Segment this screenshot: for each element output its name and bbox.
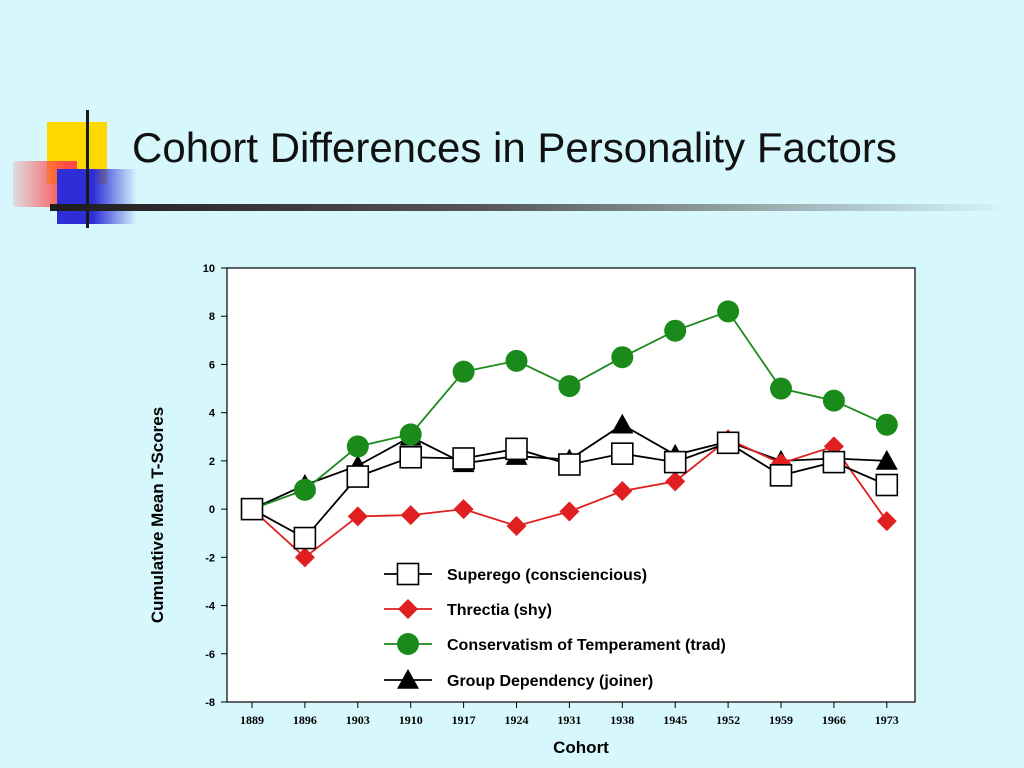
legend-threctia-marker bbox=[398, 599, 418, 619]
slide-title: Cohort Differences in Personality Factor… bbox=[132, 124, 897, 171]
superego-point bbox=[346, 465, 370, 488]
conservatism-point bbox=[717, 300, 740, 323]
legend: Superego (consciencious) Threctia (shy) Co… bbox=[384, 562, 726, 690]
x-tick-label: 1903 bbox=[346, 713, 370, 727]
y-tick-label: -2 bbox=[205, 552, 215, 564]
series-group bbox=[240, 300, 899, 568]
conservatism-point bbox=[822, 389, 845, 412]
x-tick-label: 1945 bbox=[663, 713, 687, 727]
y-axis-label: Cumulative Mean T-Scores bbox=[148, 407, 167, 623]
superego-point bbox=[663, 450, 687, 474]
y-tick-label: 0 bbox=[209, 504, 215, 516]
conservatism-point bbox=[293, 478, 316, 501]
threctia-point bbox=[400, 505, 421, 526]
x-axis-label: Cohort bbox=[553, 738, 609, 757]
group-dependency-point bbox=[875, 449, 898, 470]
conservatism-point bbox=[770, 377, 792, 400]
vertical-decor-line bbox=[86, 110, 89, 228]
x-tick-label: 1910 bbox=[399, 713, 423, 727]
x-tick-label: 1931 bbox=[557, 713, 581, 727]
y-tick-label: 8 bbox=[209, 311, 215, 323]
superego-point bbox=[875, 473, 899, 497]
y-tick-label: 4 bbox=[209, 408, 216, 420]
legend-conservatism-label: Conservatism of Temperament (trad) bbox=[447, 637, 726, 654]
y-tick-label: 6 bbox=[209, 359, 215, 371]
y-tick-label: 2 bbox=[209, 456, 215, 468]
x-tick-label: 1938 bbox=[610, 713, 634, 727]
superego-point bbox=[293, 526, 317, 550]
threctia-point bbox=[347, 506, 368, 527]
x-tick-label: 1973 bbox=[875, 713, 899, 727]
threctia-point bbox=[294, 547, 315, 568]
threctia-point bbox=[612, 481, 633, 502]
legend-superego-label: Superego (consciencious) bbox=[447, 567, 647, 584]
conservatism-point bbox=[399, 423, 422, 446]
superego-point bbox=[822, 450, 846, 474]
conservatism-point bbox=[452, 360, 475, 383]
legend-conservatism-marker bbox=[397, 633, 419, 655]
conservatism-point bbox=[558, 375, 581, 398]
superego-point bbox=[716, 431, 740, 455]
y-tick-label: -4 bbox=[205, 601, 216, 613]
y-tick-label: -6 bbox=[205, 649, 215, 661]
threctia-point bbox=[876, 511, 897, 532]
horizontal-decor-line bbox=[50, 204, 1010, 211]
x-tick-label: 1917 bbox=[452, 713, 476, 727]
superego-point bbox=[610, 442, 634, 465]
threctia-point bbox=[506, 515, 527, 536]
x-tick-label: 1959 bbox=[769, 713, 793, 727]
legend-group-dependency-label: Group Dependency (joiner) bbox=[447, 673, 653, 690]
superego-point bbox=[452, 447, 475, 470]
threctia-point bbox=[453, 499, 474, 520]
y-axis-ticks: 10 8 6 4 2 0 -2 -4 -6 -8 bbox=[203, 263, 227, 709]
x-tick-label: 1896 bbox=[293, 713, 317, 727]
conservatism-point bbox=[875, 413, 898, 436]
superego-point bbox=[769, 464, 793, 487]
superego-point bbox=[558, 453, 581, 476]
conservatism-point bbox=[346, 435, 369, 458]
plot-area bbox=[226, 267, 916, 703]
legend-threctia-label: Threctia (shy) bbox=[447, 602, 552, 619]
superego-point bbox=[399, 445, 423, 469]
blue-decor-square bbox=[57, 169, 137, 224]
superego-point bbox=[240, 497, 264, 521]
threctia-point bbox=[559, 501, 580, 522]
legend-group-dependency-marker bbox=[397, 669, 419, 689]
y-tick-label: 10 bbox=[203, 263, 215, 275]
legend-superego-marker bbox=[396, 562, 420, 586]
y-tick-label: -8 bbox=[205, 697, 215, 709]
x-tick-label: 1924 bbox=[505, 713, 529, 727]
x-tick-label: 1952 bbox=[716, 713, 740, 727]
conservatism-point bbox=[664, 319, 687, 342]
conservatism-point bbox=[505, 349, 528, 372]
conservatism-point bbox=[611, 346, 634, 369]
x-tick-label: 1889 bbox=[240, 713, 264, 727]
group-dependency-point bbox=[611, 413, 634, 434]
superego-point bbox=[505, 437, 528, 461]
threctia-point bbox=[665, 471, 686, 492]
x-axis-ticks: 1889 1896 1903 1910 1917 1924 1931 1938 1945 1952… bbox=[240, 702, 899, 727]
x-tick-label: 1966 bbox=[822, 713, 846, 727]
